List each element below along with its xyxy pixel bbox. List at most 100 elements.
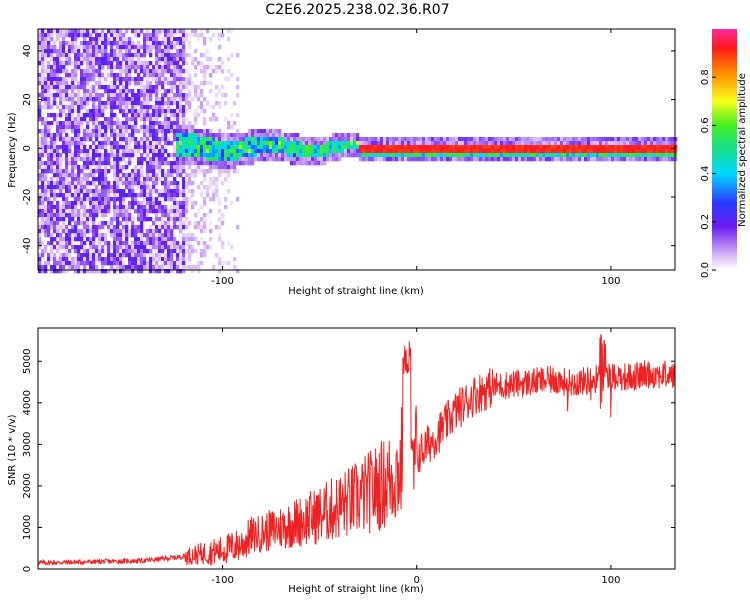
spectrogram-cell [68, 93, 72, 98]
spectrogram-cell [68, 185, 72, 190]
spectrogram-cell [47, 169, 51, 174]
spectrogram-cell [521, 137, 525, 142]
spectrogram-cell [107, 221, 111, 226]
spectrogram-cell [89, 145, 93, 150]
spectrogram-cell [173, 101, 177, 106]
spectrogram-cell [155, 233, 159, 238]
spectrogram-cell [110, 217, 114, 222]
spectrogram-cell [125, 81, 129, 86]
spectrogram-cell [65, 89, 69, 94]
spectrogram-cell [149, 81, 153, 86]
spectrogram-cell [101, 33, 105, 38]
spectrogram-cell [176, 133, 180, 138]
spectrogram-cell [98, 61, 102, 66]
spectrogram-cell [95, 149, 99, 154]
spectrogram-cell [107, 125, 111, 130]
spectrogram-cell [659, 153, 663, 158]
spectrogram-cell [41, 193, 45, 198]
spectrogram-cell [62, 221, 66, 226]
spectrogram-cell [125, 45, 129, 50]
spectrogram-cell [224, 165, 228, 170]
chart-title: C2E6.2025.238.02.36.R07 [265, 2, 450, 18]
spectrogram-cell [113, 161, 117, 166]
spectrogram-cell [119, 193, 123, 198]
spectrogram-cell [242, 161, 246, 166]
spectrogram-cell [371, 157, 375, 162]
spectrogram-cell [62, 137, 66, 142]
spectrogram-cell [203, 37, 207, 42]
spectrogram-cell [539, 153, 543, 158]
spectrogram-cell [95, 265, 99, 270]
spectrogram-cell [593, 141, 597, 146]
spectrogram-cell [203, 221, 207, 226]
spectrogram-cell [77, 81, 81, 86]
spectrogram-cell [41, 53, 45, 58]
spectrogram-cell [140, 201, 144, 206]
spectrogram-cell [107, 269, 111, 274]
spectrogram-cell [494, 149, 498, 154]
spectrogram-cell [92, 45, 96, 50]
spectrogram-cell [134, 141, 138, 146]
spectrogram-cell [80, 69, 84, 74]
spectrogram-cell [188, 245, 192, 250]
spectrogram-cell [182, 233, 186, 238]
spectrogram-cell [491, 145, 495, 150]
spectrogram-cell [143, 53, 147, 58]
spectrogram-cell [95, 165, 99, 170]
spectrogram-cell [230, 113, 234, 118]
spectrogram-cell [101, 101, 105, 106]
spectrogram-cell [167, 57, 171, 62]
spectrogram-cell [155, 33, 159, 38]
spectrogram-cell [173, 97, 177, 102]
spectrogram-cell [158, 153, 162, 158]
spectrogram-cell [71, 177, 75, 182]
spectrogram-cell [191, 269, 195, 274]
spectrogram-cell [65, 169, 69, 174]
spectrogram-cell [53, 73, 57, 78]
spectrogram-cell [353, 153, 357, 158]
spectrogram-cell [179, 53, 183, 58]
spectrogram-cell [614, 137, 618, 142]
spectrogram-cell [191, 29, 195, 34]
spectrogram-cell [182, 265, 186, 270]
spectrogram-cell [59, 89, 63, 94]
spectrogram-cell [62, 225, 66, 230]
spectrogram-cell [50, 169, 54, 174]
spectrogram-cell [101, 257, 105, 262]
spectrogram-cell [464, 141, 468, 146]
spectrogram-cell [182, 269, 186, 274]
spectrogram-cell [383, 141, 387, 146]
spectrogram-cell [314, 149, 318, 154]
spectrogram-cell [38, 109, 42, 114]
spectrogram-cell [167, 121, 171, 126]
spectrogram-cell [287, 133, 291, 138]
spectrogram-cell [197, 133, 201, 138]
spectrogram-cell [227, 145, 231, 150]
spectrogram-cell [38, 237, 42, 242]
spectrogram-cell [56, 245, 60, 250]
spectrogram-cell [47, 217, 51, 222]
spectrogram-cell [137, 257, 141, 262]
spectrogram-cell [113, 85, 117, 90]
spectrogram-cell [62, 141, 66, 146]
spectrogram-cell [584, 149, 588, 154]
spectrogram-cell [62, 105, 66, 110]
spectrogram-cell [122, 253, 126, 258]
spectrogram-cell [170, 153, 174, 158]
spectrogram-cell [149, 49, 153, 54]
spectrogram-cell [110, 53, 114, 58]
spectrogram-cell [44, 57, 48, 62]
spectrogram-cell [95, 53, 99, 58]
spectrogram-cell [89, 265, 93, 270]
spectrogram-cell [122, 201, 126, 206]
spectrogram-cell [548, 157, 552, 162]
spectrogram-cell [68, 193, 72, 198]
spectrogram-cell [632, 137, 636, 142]
spectrogram-cell [509, 141, 513, 146]
spectrogram-cell [173, 205, 177, 210]
spectrogram-cell [380, 141, 384, 146]
spectrogram-cell [44, 41, 48, 46]
spectrogram-cell [74, 149, 78, 154]
spectrogram-cell [107, 161, 111, 166]
spectrogram-cell [179, 113, 183, 118]
